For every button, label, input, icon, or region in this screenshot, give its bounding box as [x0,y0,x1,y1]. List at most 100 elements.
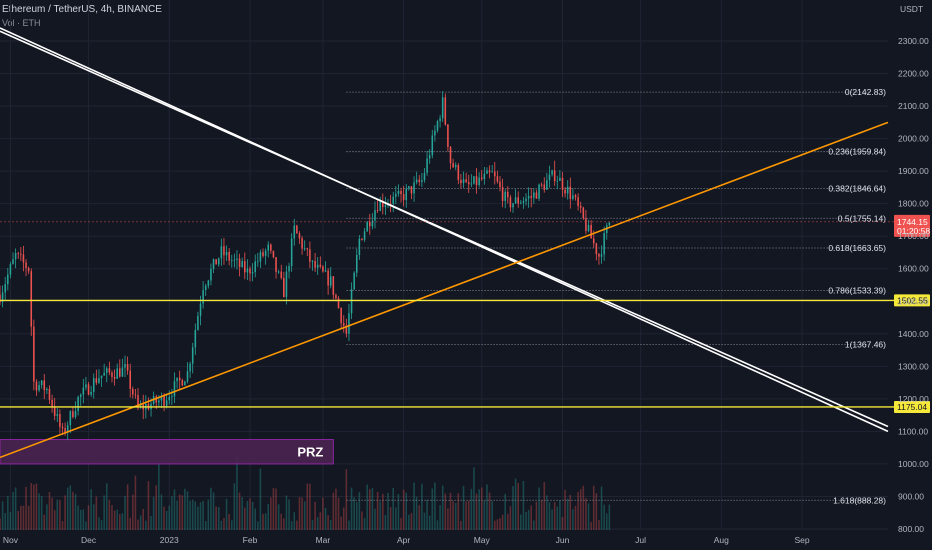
candle-body [551,170,553,175]
price-tick-label: 1500.00 [898,296,929,306]
candle-body [223,246,225,256]
volume-bar [90,489,92,530]
candle-body [225,251,228,256]
candle-body [262,252,264,256]
candle-body [499,181,501,188]
candle-body [20,253,22,255]
volume-bar [285,495,288,530]
horizontal-level-label: 1175.04 [897,402,927,412]
volume-bar [233,483,236,530]
volume-bar [7,495,9,530]
candle-body [85,384,87,388]
fib-level-label: 0.786(1533.39) [828,285,886,295]
prz-label: PRZ [297,445,323,460]
candle-body [504,191,506,201]
candle-body [25,262,27,269]
current-price-label: 1744.15 [897,217,928,227]
horizontal-level-tag [894,400,930,413]
candle-body [280,271,283,278]
candle-body [564,189,566,194]
candle-body [22,254,25,263]
candle-body [371,220,374,227]
candle-body [100,375,103,378]
volume-bar [363,518,366,530]
volume-bar [478,489,480,530]
candle-body [241,261,243,268]
symbol-title[interactable]: Ethereum / TetherUS, 4h, BINANCE [2,4,162,15]
volume-bar [142,508,145,530]
volume-bar [436,520,439,530]
volume-bar [64,495,66,530]
candle-body [257,261,259,263]
candle-body [543,184,546,190]
volume-bar [587,503,590,530]
candle-body [116,368,118,379]
candle-body [215,259,217,265]
candle-body [228,251,230,261]
candle-body [285,271,288,298]
price-tick-label: 1700.00 [898,231,929,241]
volume-bar [171,496,173,530]
candle-body [556,180,559,182]
volume-bar [134,475,137,530]
volume-bar [35,483,38,530]
volume-bar [353,497,355,530]
volume-bar [525,511,527,530]
volume-bar [540,500,543,530]
candle-body [452,163,454,168]
candle-body [574,195,577,198]
candle-body [298,233,301,239]
candle-body [363,231,366,240]
volume-bar [210,487,212,530]
candle-body [264,250,267,256]
candle-body [595,243,598,255]
volume-bar [538,487,540,530]
candle-body [212,259,215,269]
volume-bar [499,517,501,530]
time-tick-label: 2023 [160,535,179,545]
candle-body [546,180,548,190]
volume-bar [358,492,361,530]
volume-bar [410,512,413,530]
volume-bar [444,493,447,530]
candle-body [488,170,491,173]
candle-body [324,270,327,272]
candle-body [577,197,579,206]
volume-bar [61,521,64,530]
price-tick-label: 1600.00 [898,264,929,274]
volume-bar [605,513,608,530]
candle-body [509,197,512,208]
volume-bar [332,492,335,530]
candle-body [12,259,14,265]
candle-body [439,118,441,122]
candle-body [311,261,314,262]
volume-bar [309,483,311,530]
candle-body [454,165,457,168]
candle-body [59,414,61,427]
time-tick-label: May [474,535,491,545]
candle-body [272,250,275,258]
candle-body [259,252,262,262]
fib-level-label: 0.382(1846.64) [828,183,886,193]
volume-bar [189,500,191,530]
candle-body [535,192,538,199]
time-tick-label: Jun [556,535,570,545]
axis-unit-label: USDT [900,4,923,14]
volume-bar [79,509,82,530]
volume-bar [272,488,275,530]
volume-bar [387,492,389,530]
candles [0,91,611,441]
candle-body [46,388,48,391]
candle-body [43,380,46,391]
volume-bar [350,487,353,530]
candle-body [608,222,611,226]
price-tick-label: 2200.00 [898,69,929,79]
price-tick-label: 2100.00 [898,101,929,111]
volume-bar [207,499,210,530]
volume-legend[interactable]: Vol · ETH [2,18,41,28]
candle-body [507,191,509,198]
candle-body [66,425,69,433]
volume-bar [168,505,171,530]
candle-body [111,372,113,377]
